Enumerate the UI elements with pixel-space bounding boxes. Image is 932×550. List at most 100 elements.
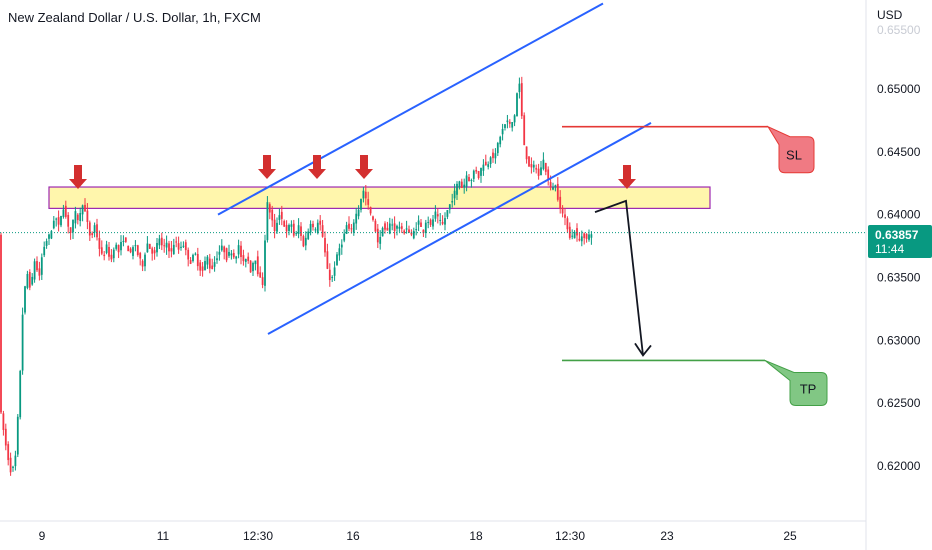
down-arrow-marker: [69, 165, 87, 190]
candle-body: [204, 261, 206, 271]
candle-body: [576, 228, 578, 236]
candle-body: [585, 233, 588, 239]
stop-loss-callout[interactable]: SL: [766, 125, 815, 174]
candle-body: [345, 225, 348, 234]
candle-body: [314, 229, 317, 231]
candle-body: [230, 253, 233, 256]
candle-body: [144, 254, 146, 267]
candle-body: [535, 168, 538, 170]
candle-body: [352, 222, 355, 233]
y-tick-label: 0.62000: [877, 459, 921, 473]
candle-body: [288, 225, 290, 232]
candle-body: [7, 444, 10, 461]
candle-body: [2, 413, 5, 430]
candle-body: [81, 205, 84, 215]
down-arrow-marker: [258, 155, 276, 180]
candle-body: [86, 210, 89, 222]
candle-body: [14, 455, 17, 467]
candle-body: [504, 124, 506, 128]
candle-body: [434, 211, 437, 219]
candle-body: [151, 248, 154, 254]
candle-body: [264, 240, 266, 286]
candle-body: [280, 211, 283, 219]
candle-body: [124, 237, 127, 242]
candle-body: [74, 211, 77, 224]
candle-body: [588, 234, 590, 240]
candle-body: [156, 242, 158, 253]
resistance-zone[interactable]: [48, 186, 711, 209]
candle-body: [84, 204, 86, 212]
candlestick-series: [0, 76, 593, 476]
candle-body: [100, 247, 103, 254]
take-profit-label: TP: [800, 381, 817, 396]
candle-body: [182, 245, 185, 247]
stop-loss-label: SL: [786, 148, 802, 163]
candle-body: [362, 190, 365, 199]
candle-body: [256, 256, 259, 275]
candle-body: [564, 214, 566, 218]
candle-body: [177, 243, 180, 250]
candle-body: [0, 234, 2, 413]
candle-body: [436, 214, 439, 217]
candle-body: [350, 228, 353, 230]
candle-body: [228, 251, 230, 256]
chart-title: New Zealand Dollar / U.S. Dollar, 1h, FX…: [8, 10, 261, 25]
candle-body: [571, 235, 574, 237]
x-axis-ticks: 9 11 12:30 16 18 12:30 23 25: [39, 529, 797, 543]
channel-upper-trendline[interactable]: [217, 2, 604, 216]
candle-body: [60, 215, 62, 226]
candle-body: [129, 248, 132, 253]
candle-body: [357, 209, 360, 217]
candle-body: [64, 205, 67, 217]
projection-path[interactable]: [594, 199, 644, 356]
candle-body: [170, 248, 173, 252]
candle-body: [388, 223, 391, 234]
current-price-value: 0.63857: [875, 228, 919, 242]
candle-body: [549, 182, 552, 188]
candle-body: [513, 115, 516, 123]
candle-body: [528, 156, 530, 167]
candle-body: [312, 223, 314, 228]
candle-body: [506, 120, 509, 123]
candle-body: [153, 250, 156, 254]
candle-body: [396, 225, 398, 229]
candle-body: [290, 224, 293, 227]
x-tick-label: 18: [469, 529, 483, 543]
candle-body: [160, 237, 163, 246]
candle-body: [427, 221, 430, 223]
candle-body: [518, 83, 521, 93]
channel-lower-trendline[interactable]: [267, 122, 652, 335]
candle-body: [103, 254, 106, 257]
candle-body: [561, 207, 564, 214]
candle-body: [194, 253, 197, 255]
candle-body: [122, 240, 125, 242]
candle-body: [4, 428, 7, 446]
current-price-tag[interactable]: 0.63857 11:44: [868, 225, 932, 258]
candle-body: [544, 163, 547, 172]
x-tick-label: 11: [157, 529, 170, 543]
candle-body: [424, 222, 427, 233]
candle-body: [38, 268, 41, 276]
down-arrow-marker: [618, 165, 636, 190]
take-profit-callout[interactable]: TP: [764, 359, 828, 406]
candle-body: [247, 256, 250, 261]
candle-body: [24, 286, 26, 313]
candle-body: [55, 218, 58, 220]
clipped-top-tick: 0.65500: [877, 23, 921, 37]
candle-body: [355, 213, 358, 224]
candle-body: [444, 218, 446, 225]
candle-body: [525, 146, 528, 160]
candle-body: [136, 245, 139, 255]
candle-body: [456, 183, 458, 195]
candle-body: [374, 220, 377, 232]
x-tick-label: 23: [660, 529, 674, 543]
candle-body: [237, 245, 240, 255]
candle-body: [292, 223, 295, 236]
candle-body: [554, 185, 557, 188]
candle-body: [556, 183, 559, 200]
x-tick-label: 16: [346, 529, 360, 543]
candle-body: [398, 226, 401, 229]
candle-body: [338, 248, 341, 256]
